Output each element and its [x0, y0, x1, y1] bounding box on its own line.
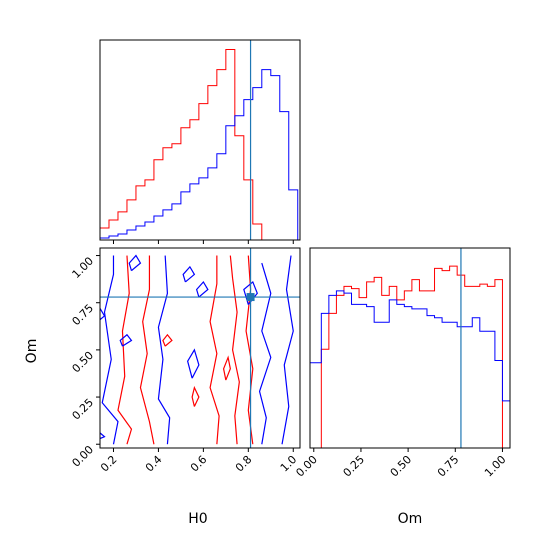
contour-blue-11: [100, 432, 106, 440]
contour-red-3: [229, 255, 240, 445]
hist-om-xtick-label-1: 0.25: [341, 453, 368, 480]
contour-red-1: [117, 255, 133, 445]
contour-xtick-label-2: 0.6: [188, 453, 210, 475]
frame-hist-om: [309, 247, 511, 449]
contour-blue-9: [195, 280, 209, 298]
om-hist-blue: [310, 290, 510, 448]
contour-blue-10: [119, 333, 133, 347]
x-axis-label-om: Om: [398, 511, 423, 527]
contour-blue-2: [258, 262, 272, 445]
panel-contour-h0-om: 0.2 0.4 0.6 0.8 1.00.000.250.500.751.00: [70, 247, 301, 475]
hist-om-xtick-label-4: 1.00: [482, 453, 509, 480]
contour-ytick-label-4: 1.00: [70, 254, 97, 281]
contour-blue-4: [186, 348, 200, 379]
frame-contour: [99, 247, 301, 449]
contour-blue-1: [101, 255, 119, 445]
contour-xtick-label-3: 0.8: [233, 453, 255, 475]
contour-ytick-label-2: 0.50: [70, 349, 97, 376]
contour-red-0: [139, 255, 155, 445]
contour-blue-0: [157, 255, 171, 445]
hist-om-xtick-label-3: 0.75: [435, 453, 462, 480]
hist-om-xtick-label-2: 0.50: [388, 453, 415, 480]
contour-red-6: [191, 385, 200, 407]
contour-blue-6: [182, 265, 196, 283]
contour-blue-7: [100, 307, 106, 321]
y-axis-label-om: Om: [24, 339, 40, 364]
contour-ytick-label-1: 0.25: [70, 396, 97, 423]
contour-blue-8: [128, 254, 142, 272]
contour-red-5: [222, 355, 231, 381]
contour-ytick-label-3: 0.75: [70, 302, 97, 329]
contour-red-7: [162, 333, 173, 347]
contour-xtick-label-1: 0.4: [143, 453, 165, 475]
panel-hist-h0: [99, 39, 301, 244]
frame-hist-h0: [99, 39, 301, 241]
hist-om-xtick-label-0: 0.00: [293, 453, 320, 480]
contour-red-2: [209, 255, 220, 445]
contour-ytick-label-0: 0.00: [70, 443, 97, 470]
h0-hist-red: [100, 49, 298, 240]
contour-red-4: [245, 255, 254, 445]
x-axis-label-h0: H0: [188, 511, 207, 527]
contour-xtick-label-0: 0.2: [98, 453, 120, 475]
h0-hist-blue: [100, 69, 299, 240]
contour-blue-3: [281, 255, 294, 445]
panel-hist-om: 0.00 0.25 0.50 0.75 1.00: [293, 247, 511, 480]
truth-marker: [246, 293, 255, 302]
